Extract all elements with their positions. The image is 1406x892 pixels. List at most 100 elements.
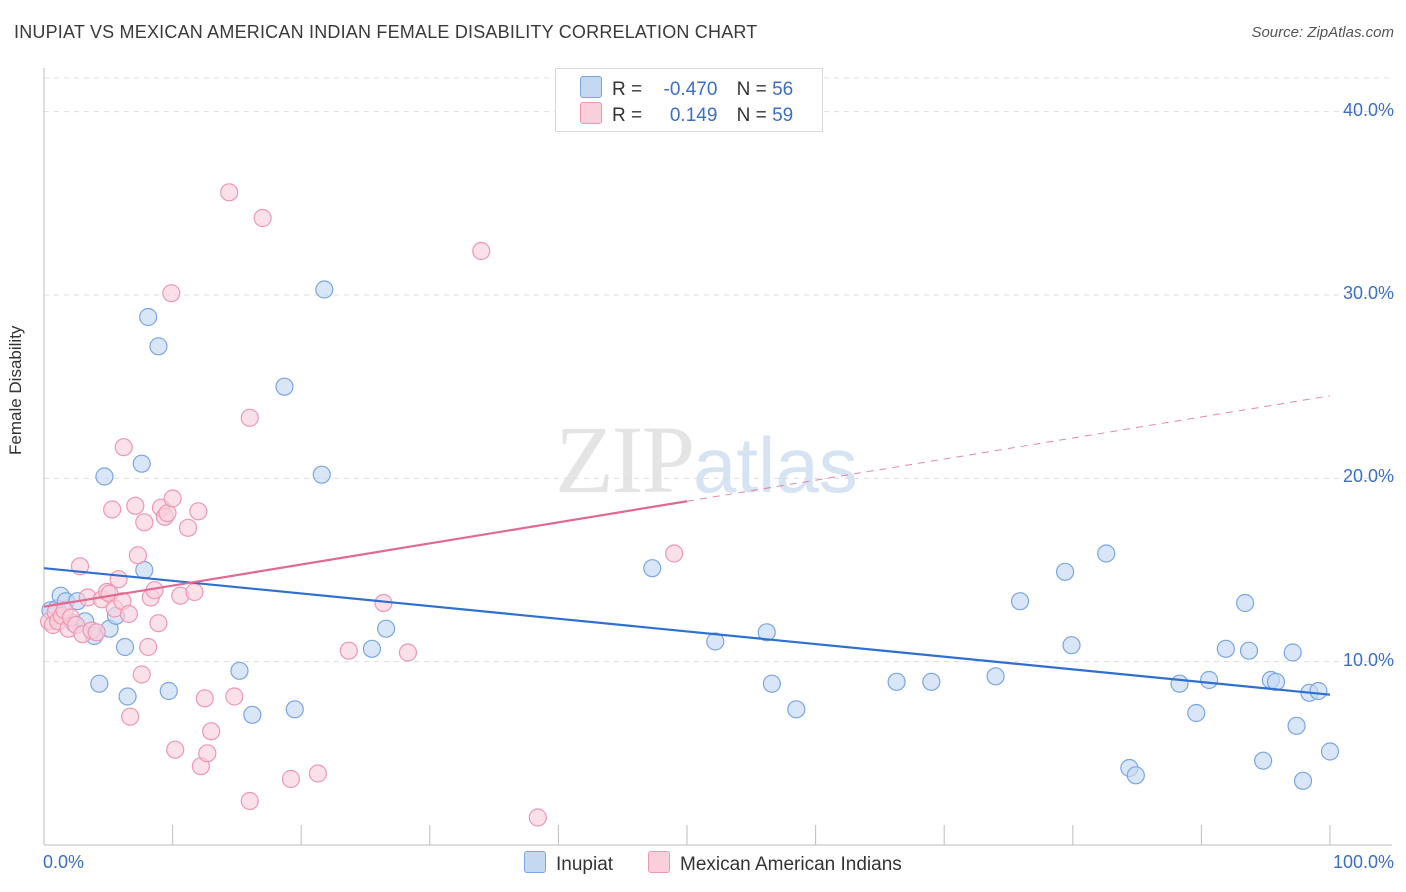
mexican-point [225, 687, 244, 706]
inupiat-point [90, 674, 109, 693]
mexican-point [135, 513, 154, 532]
inupiat-point [1309, 681, 1328, 701]
mexican-point [103, 500, 122, 519]
inupiat-point [159, 681, 178, 701]
inupiat-point [706, 632, 725, 651]
inupiat-point [139, 307, 158, 327]
legend-item-inupiat[interactable]: Inupiat [524, 851, 613, 876]
inupiat-point [312, 465, 331, 484]
mexican-point [185, 582, 204, 602]
mexican-point [149, 614, 168, 633]
mexican-point [398, 643, 418, 662]
inupiat-point [115, 637, 135, 657]
x-tick-label-min: 0.0% [43, 852, 85, 872]
inupiat-point [986, 667, 1005, 686]
mexican-point [109, 570, 128, 589]
inupiat-point [1216, 639, 1235, 658]
inupiat-swatch [580, 76, 602, 98]
mexican-point [240, 791, 259, 811]
inupiat-swatch [524, 851, 546, 873]
correlation-legend: R = -0.470 N = 56 R = 0.149 N = 59 [555, 68, 823, 132]
inupiat-point [757, 623, 776, 642]
x-tick-label-max: 100.0% [1332, 852, 1394, 872]
y-tick-label: 20.0% [1342, 466, 1394, 487]
inupiat-point [1283, 643, 1302, 662]
inupiat-point [1293, 771, 1313, 790]
legend-row-inupiat: R = -0.470 N = 56 [580, 76, 793, 100]
inupiat-point [1239, 641, 1259, 660]
mexican-point [240, 408, 259, 427]
mexican-point [163, 489, 182, 508]
inupiat-point [275, 377, 294, 396]
mexican-point [126, 496, 145, 515]
inupiat-point [1320, 742, 1340, 761]
inupiat-point [230, 661, 249, 680]
inupiat-point [1170, 674, 1189, 693]
mexican-point [128, 546, 147, 565]
y-axis-label: Female Disability [6, 325, 25, 455]
inupiat-point [95, 467, 114, 486]
mexican-point [132, 665, 151, 684]
watermark: ZIPatlas [555, 404, 858, 515]
inupiat-point [315, 280, 334, 299]
mexican-point [166, 740, 185, 759]
mexican-point [121, 707, 140, 726]
legend-label: Inupiat [556, 854, 614, 875]
inupiat-point [922, 672, 941, 691]
inupiat-point [1287, 716, 1306, 735]
mexican-point [198, 744, 217, 763]
mexican-trendline-dashed [686, 395, 1331, 502]
inupiat-point [1055, 562, 1075, 581]
inupiat-point [762, 674, 781, 693]
mexican-point [528, 808, 547, 827]
inupiat-point [1126, 766, 1145, 785]
mexican-swatch [580, 102, 602, 124]
inupiat-point [118, 687, 137, 706]
legend-row-mexican: R = 0.149 N = 59 [580, 102, 793, 126]
y-tick-label: 10.0% [1342, 649, 1394, 670]
n-label: N = [736, 79, 767, 100]
mexican-point [220, 183, 239, 202]
inupiat-point [1236, 593, 1255, 613]
inupiat-point [1254, 751, 1273, 770]
mexican-point [189, 502, 208, 521]
source-label: Source: ZipAtlas.com [1251, 24, 1394, 41]
watermark-atlas: atlas [693, 421, 858, 509]
n-value: 56 [772, 79, 794, 100]
inupiat-point [1062, 636, 1081, 655]
y-tick-label: 40.0% [1342, 99, 1394, 120]
mexican-point [281, 769, 301, 789]
legend-label: Mexican American Indians [680, 854, 902, 875]
mexican-trendline [43, 500, 688, 608]
inupiat-point [1187, 703, 1206, 723]
n-label: N = [736, 105, 767, 126]
n-value: 59 [772, 105, 794, 126]
inupiat-point [149, 337, 168, 356]
inupiat-point [787, 700, 806, 719]
mexican-point [308, 764, 328, 783]
mexican-point [87, 623, 106, 642]
legend-item-mexican[interactable]: Mexican American Indians [648, 851, 902, 876]
y-tick-label: 30.0% [1342, 283, 1394, 303]
chart-title: INUPIAT VS MEXICAN AMERICAN INDIAN FEMAL… [14, 22, 758, 42]
mexican-point [162, 284, 181, 303]
inupiat-point [1200, 670, 1219, 690]
inupiat-point [643, 559, 662, 578]
mexican-point [339, 641, 358, 660]
mexican-point [114, 438, 133, 457]
inupiat-point [376, 619, 396, 638]
r-value: -0.470 [663, 79, 718, 100]
inupiat-point [132, 454, 151, 473]
mexican-point [253, 208, 272, 228]
r-value: 0.149 [669, 105, 718, 126]
inupiat-point [887, 672, 906, 691]
watermark-zip: ZIP [555, 406, 695, 513]
inupiat-point [362, 639, 382, 658]
r-label: R = [612, 105, 643, 126]
mexican-swatch [648, 851, 670, 873]
inupiat-point [285, 700, 304, 719]
inupiat-point [1010, 592, 1030, 611]
mexican-point [202, 722, 221, 741]
r-label: R = [612, 79, 643, 100]
